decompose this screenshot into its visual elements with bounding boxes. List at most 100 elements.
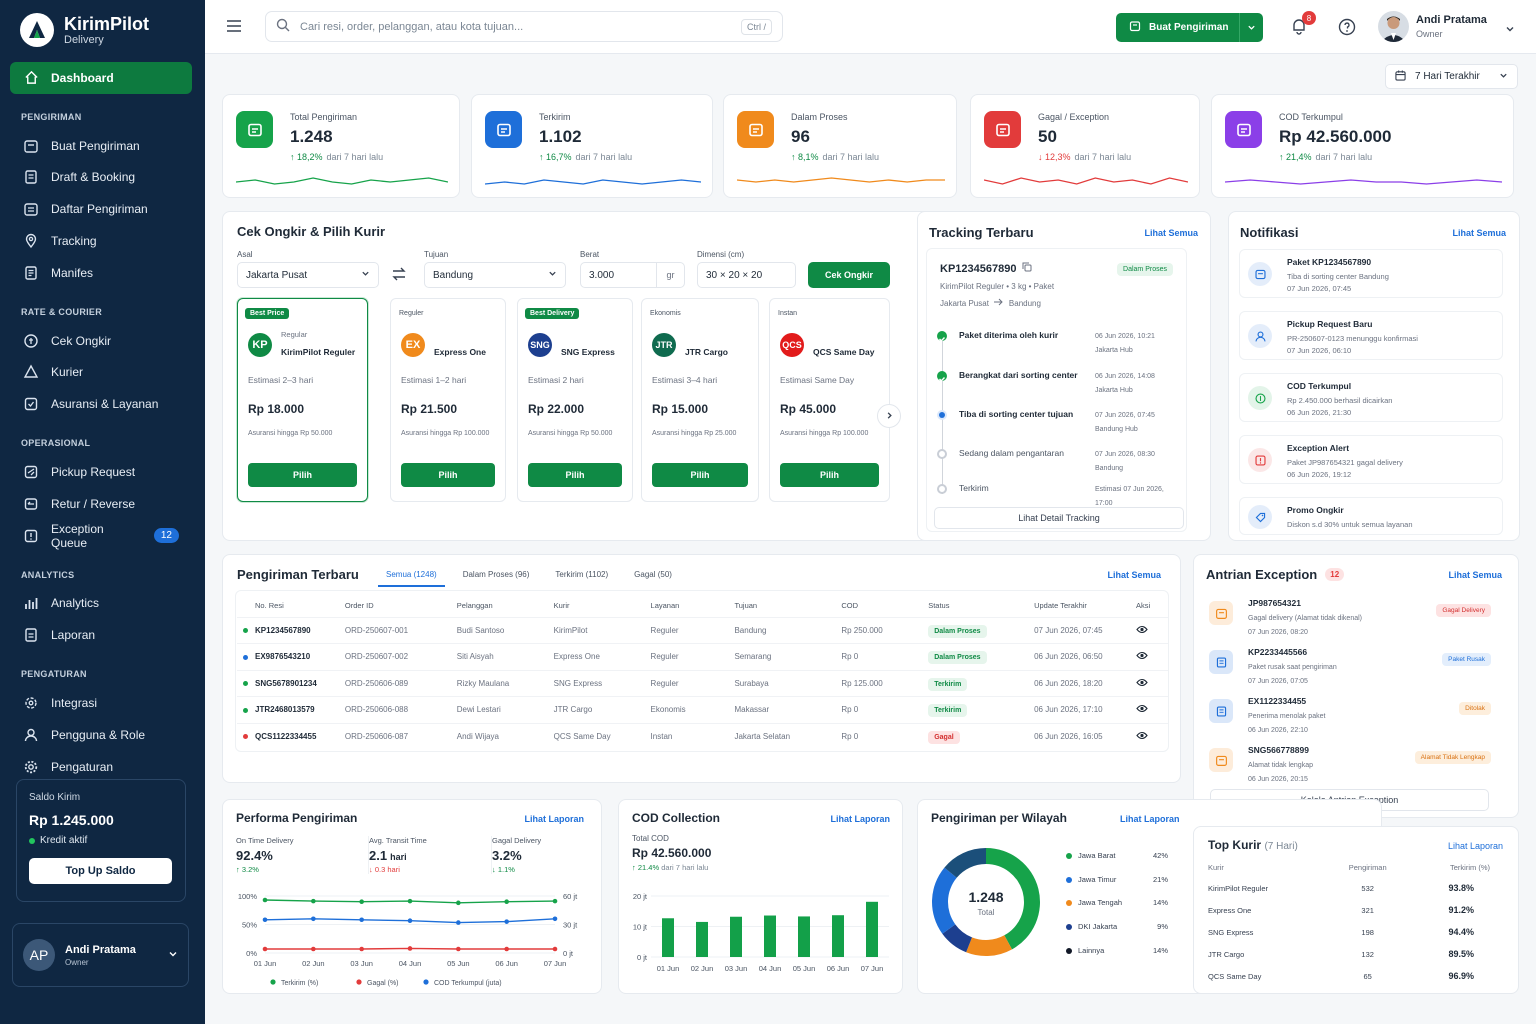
select-courier-button[interactable]: Pilih [528, 463, 622, 487]
user-menu[interactable]: AP Andi Pratama Owner [12, 923, 189, 987]
select-courier-button[interactable]: Pilih [401, 463, 495, 487]
sidebar-item-pengguna-role[interactable]: Pengguna & Role [10, 719, 192, 751]
stat-card[interactable]: Gagal / Exception 50 ↓ 12,3% dari 7 hari la… [970, 94, 1200, 198]
sidebar-item-draft-booking[interactable]: Draft & Booking [10, 162, 192, 194]
sidebar-item-analytics[interactable]: Analytics [10, 588, 192, 620]
help-icon[interactable] [1338, 18, 1356, 41]
courier-option[interactable]: Best Price KP Regular KirimPilot Reguler Est… [237, 298, 368, 502]
sidebar-item-exception-queue[interactable]: Exception Queue 12 [10, 520, 192, 552]
courier-option[interactable]: Ekonomis JTR JTR Cargo Estimasi 3–4 hari Rp … [641, 298, 759, 502]
eye-icon[interactable] [1136, 731, 1148, 742]
stat-card[interactable]: Terkirim 1.102 ↑ 16,7% dari 7 hari lalu [471, 94, 713, 198]
table-row[interactable]: KP1234567890 ORD-250607-001 Budi Santoso Ki… [237, 616, 1168, 644]
search-input[interactable]: Cari resi, order, pelanggan, atau kota t… [265, 11, 783, 42]
cod-report-link[interactable]: Lihat Laporan [830, 814, 890, 824]
table-row[interactable]: SNG Express 198 94.4% [1208, 918, 1490, 940]
tab-delivered[interactable]: Terkirim (1102) [555, 570, 609, 579]
table-row[interactable]: QCS1122334455 ORD-250606-087 Andi Wijaya QC… [237, 722, 1168, 750]
tab-failed[interactable]: Gagal (50) [634, 570, 672, 579]
sidebar-item-pickup-request[interactable]: Pickup Request [10, 456, 192, 488]
eye-icon[interactable] [1136, 705, 1148, 715]
notification-item[interactable]: Exception Alert Paket JP987654321 gagal d… [1239, 435, 1503, 484]
tracking-see-all-link[interactable]: Lihat Semua [1144, 228, 1198, 238]
berat-input[interactable]: 3.000 gr [580, 262, 685, 288]
table-row[interactable]: QCS Same Day 65 96.9% [1208, 962, 1490, 984]
sidebar-item-pengaturan[interactable]: Pengaturan [10, 751, 192, 783]
chevron-down-icon[interactable] [1239, 13, 1263, 42]
menu-icon[interactable] [226, 19, 242, 38]
eye-icon[interactable] [1136, 652, 1148, 662]
eye-icon[interactable] [1136, 625, 1148, 636]
asal-select[interactable]: Jakarta Pusat [237, 262, 379, 288]
table-row[interactable]: JTR2468013579 ORD-250606-088 Dewi Lestari J… [237, 696, 1168, 723]
performance-report-link[interactable]: Lihat Laporan [524, 814, 584, 824]
exception-item[interactable]: KP2233445566 Paket rusak saat pengiriman 0… [1209, 646, 1491, 694]
select-courier-button[interactable]: Pilih [780, 463, 879, 487]
dimensi-input[interactable]: 30 × 20 × 20 [697, 262, 796, 288]
table-row[interactable]: JTR Cargo 132 89.5% [1208, 940, 1490, 962]
stat-card[interactable]: Dalam Proses 96 ↑ 8,1% dari 7 hari lalu [723, 94, 957, 198]
top-courier-report-link[interactable]: Lihat Laporan [1447, 841, 1503, 851]
eye-icon[interactable] [1136, 678, 1148, 689]
exception-see-all-link[interactable]: Lihat Semua [1448, 570, 1502, 580]
notification-title: Paket KP1234567890 [1287, 257, 1372, 267]
copy-icon[interactable] [1022, 262, 1032, 275]
select-courier-button[interactable]: Pilih [248, 463, 357, 487]
sidebar-item-tracking[interactable]: Tracking [10, 225, 192, 257]
select-courier-button[interactable]: Pilih [652, 463, 748, 487]
courier-option[interactable]: Best Delivery SNG SNG Express Estimasi 2 ha… [517, 298, 633, 502]
sidebar-item-cek-ongkir[interactable]: Cek Ongkir [10, 325, 192, 357]
notification-desc: Rp 2.450.000 berhasil dicairkan [1287, 396, 1393, 405]
exception-time: 07 Jun 2026, 08:20 [1248, 629, 1308, 636]
tracking-detail-button[interactable]: Lihat Detail Tracking [934, 507, 1184, 529]
sidebar-item-dashboard[interactable]: Dashboard [10, 62, 192, 94]
courier-option[interactable]: Reguler EX Express One Estimasi 1–2 hari Rp … [390, 298, 506, 502]
sidebar-section-title: PENGATURAN [21, 669, 87, 680]
stat-card[interactable]: COD Terkumpul Rp 42.560.000 ↑ 21,4% dari 7 … [1211, 94, 1514, 198]
sidebar-item-integrasi[interactable]: Integrasi [10, 687, 192, 719]
sidebar-item-kurier[interactable]: Kurier [10, 357, 192, 389]
exception-item[interactable]: EX1122334455 Penerima menolak paket 06 Jun… [1209, 695, 1491, 743]
kpi-delta: ↓ 0.3 hari [369, 865, 483, 874]
notification-item[interactable]: COD Terkumpul Rp 2.450.000 berhasil dicai… [1239, 373, 1503, 422]
sidebar-item-daftar-pengiriman[interactable]: Daftar Pengiriman [10, 193, 192, 225]
cek-ongkir-button[interactable]: Cek Ongkir [808, 262, 890, 288]
tab-in-progress[interactable]: Dalam Proses (96) [462, 570, 530, 579]
brand[interactable]: KirimPilot Delivery [20, 13, 149, 47]
exception-desc: Alamat tidak lengkap [1248, 762, 1313, 769]
date-range-select[interactable]: 7 Hari Terakhir [1385, 64, 1518, 89]
notification-item[interactable]: Paket KP1234567890 Tiba di sorting center… [1239, 249, 1503, 298]
exception-item[interactable]: SNG566778899 Alamat tidak lengkap 06 Jun 2… [1209, 744, 1491, 792]
notification-button[interactable]: 8 [1290, 11, 1316, 37]
swap-icon[interactable] [391, 266, 407, 287]
series-point [504, 899, 509, 904]
next-courier-button[interactable] [877, 404, 901, 428]
notification-item[interactable]: Pickup Request Baru PR-250607-0123 menung… [1239, 311, 1503, 360]
donut-center-label: Total [977, 908, 995, 917]
exception-item[interactable]: JP987654321 Gagal delivery (Alamat tidak … [1209, 597, 1491, 645]
tujuan-select[interactable]: Bandung [424, 262, 566, 288]
profile-menu[interactable]: Andi Pratama Owner [1378, 11, 1523, 43]
stat-card[interactable]: Total Pengiriman 1.248 ↑ 18,2% dari 7 hari … [222, 94, 460, 198]
table-row[interactable]: KirimPilot Reguler 532 93.8% [1208, 874, 1490, 896]
notification-item[interactable]: Promo Ongkir Diskon s.d 30% untuk semua l… [1239, 497, 1503, 535]
sidebar-item-laporan[interactable]: Laporan [10, 619, 192, 651]
sidebar-section-title: ANALYTICS [21, 569, 75, 580]
tab-all[interactable]: Semua (1248) [378, 567, 445, 587]
sidebar-item-retur-reverse[interactable]: Retur / Reverse [10, 488, 192, 520]
notification-see-all-link[interactable]: Lihat Semua [1452, 228, 1506, 238]
courier-option[interactable]: Instan QCS QCS Same Day Estimasi Same Day Rp… [769, 298, 890, 502]
sidebar-item-manifes[interactable]: Manifes [10, 257, 192, 289]
status-dot-icon [243, 707, 248, 713]
table-row[interactable]: SNG5678901234 ORD-250606-089 Rizky Maulana… [237, 669, 1168, 697]
create-shipment-button[interactable]: Buat Pengiriman [1116, 13, 1263, 42]
sidebar-item-asuransi-layanan[interactable]: Asuransi & Layanan [10, 388, 192, 420]
sidebar-section-title: OPERASIONAL [21, 438, 91, 449]
top-up-button[interactable]: Top Up Saldo [29, 858, 172, 884]
region-report-link[interactable]: Lihat Laporan [1120, 814, 1180, 824]
courier-logo: KP [248, 333, 272, 357]
table-row[interactable]: EX9876543210 ORD-250607-002 Siti Aisyah Exp… [237, 643, 1168, 670]
sidebar-item-buat-pengiriman[interactable]: Buat Pengiriman [10, 130, 192, 162]
recent-shipments-see-all-link[interactable]: Lihat Semua [1107, 570, 1161, 580]
table-row[interactable]: Express One 321 91.2% [1208, 896, 1490, 918]
